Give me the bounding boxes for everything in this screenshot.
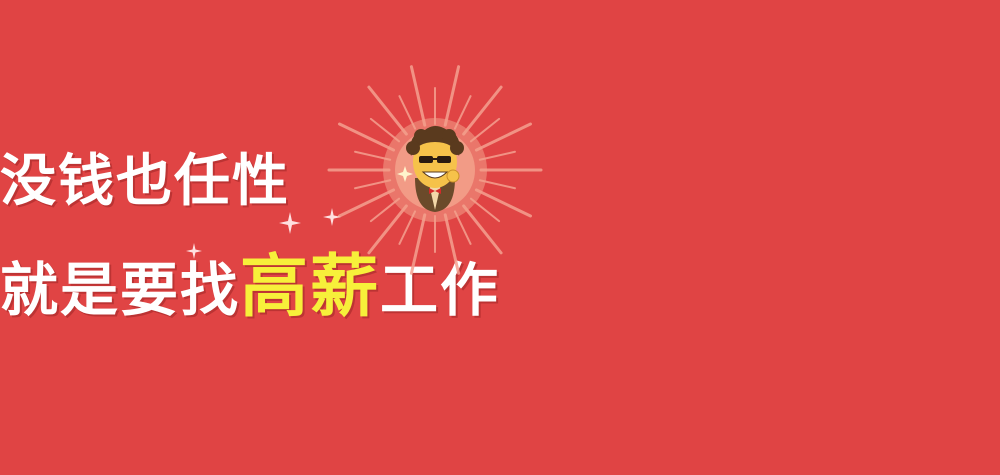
sunburst-ray [337, 122, 396, 152]
headline-line-2-suffix: 工作 [380, 256, 501, 324]
sunburst-ray [443, 213, 461, 275]
headline-line-1: 没钱也任性 [0, 148, 290, 216]
sunburst-ray [354, 179, 392, 190]
sunburst-ray [369, 197, 401, 223]
sunburst-ray [443, 65, 461, 127]
sunburst-ray [367, 85, 408, 136]
sunburst-ray [462, 85, 503, 136]
sunburst-rays [327, 65, 543, 275]
headline-line-2-prefix: 就是要找 [0, 256, 241, 324]
cool-mascot-with-sunglasses-icon [406, 126, 464, 212]
sparkle-icon [279, 212, 301, 234]
sunburst-ray [367, 204, 408, 255]
sunburst-ray [474, 122, 533, 152]
sunburst-ray [409, 213, 427, 275]
sparkle-icon [186, 243, 202, 259]
sunburst-icon [327, 65, 543, 275]
sparkle-icon [323, 208, 341, 226]
sunburst-ray [369, 117, 401, 143]
sunburst-ray [469, 117, 501, 143]
sunburst-ray [469, 197, 501, 223]
headline-line-2: 就是要找高薪工作 [0, 253, 500, 325]
sunburst-ray [474, 188, 533, 218]
headline-line-1-text: 没钱也任性 [0, 149, 290, 214]
sunburst-ray [478, 150, 516, 161]
sparkle-icon [397, 166, 413, 182]
sunburst-ray [478, 179, 516, 190]
sunburst-ray [462, 204, 503, 255]
sunburst-ray [409, 65, 427, 127]
sunburst-ray [354, 150, 392, 161]
sunburst-ray [337, 188, 396, 218]
headline-highlight: 高薪 [240, 248, 381, 327]
